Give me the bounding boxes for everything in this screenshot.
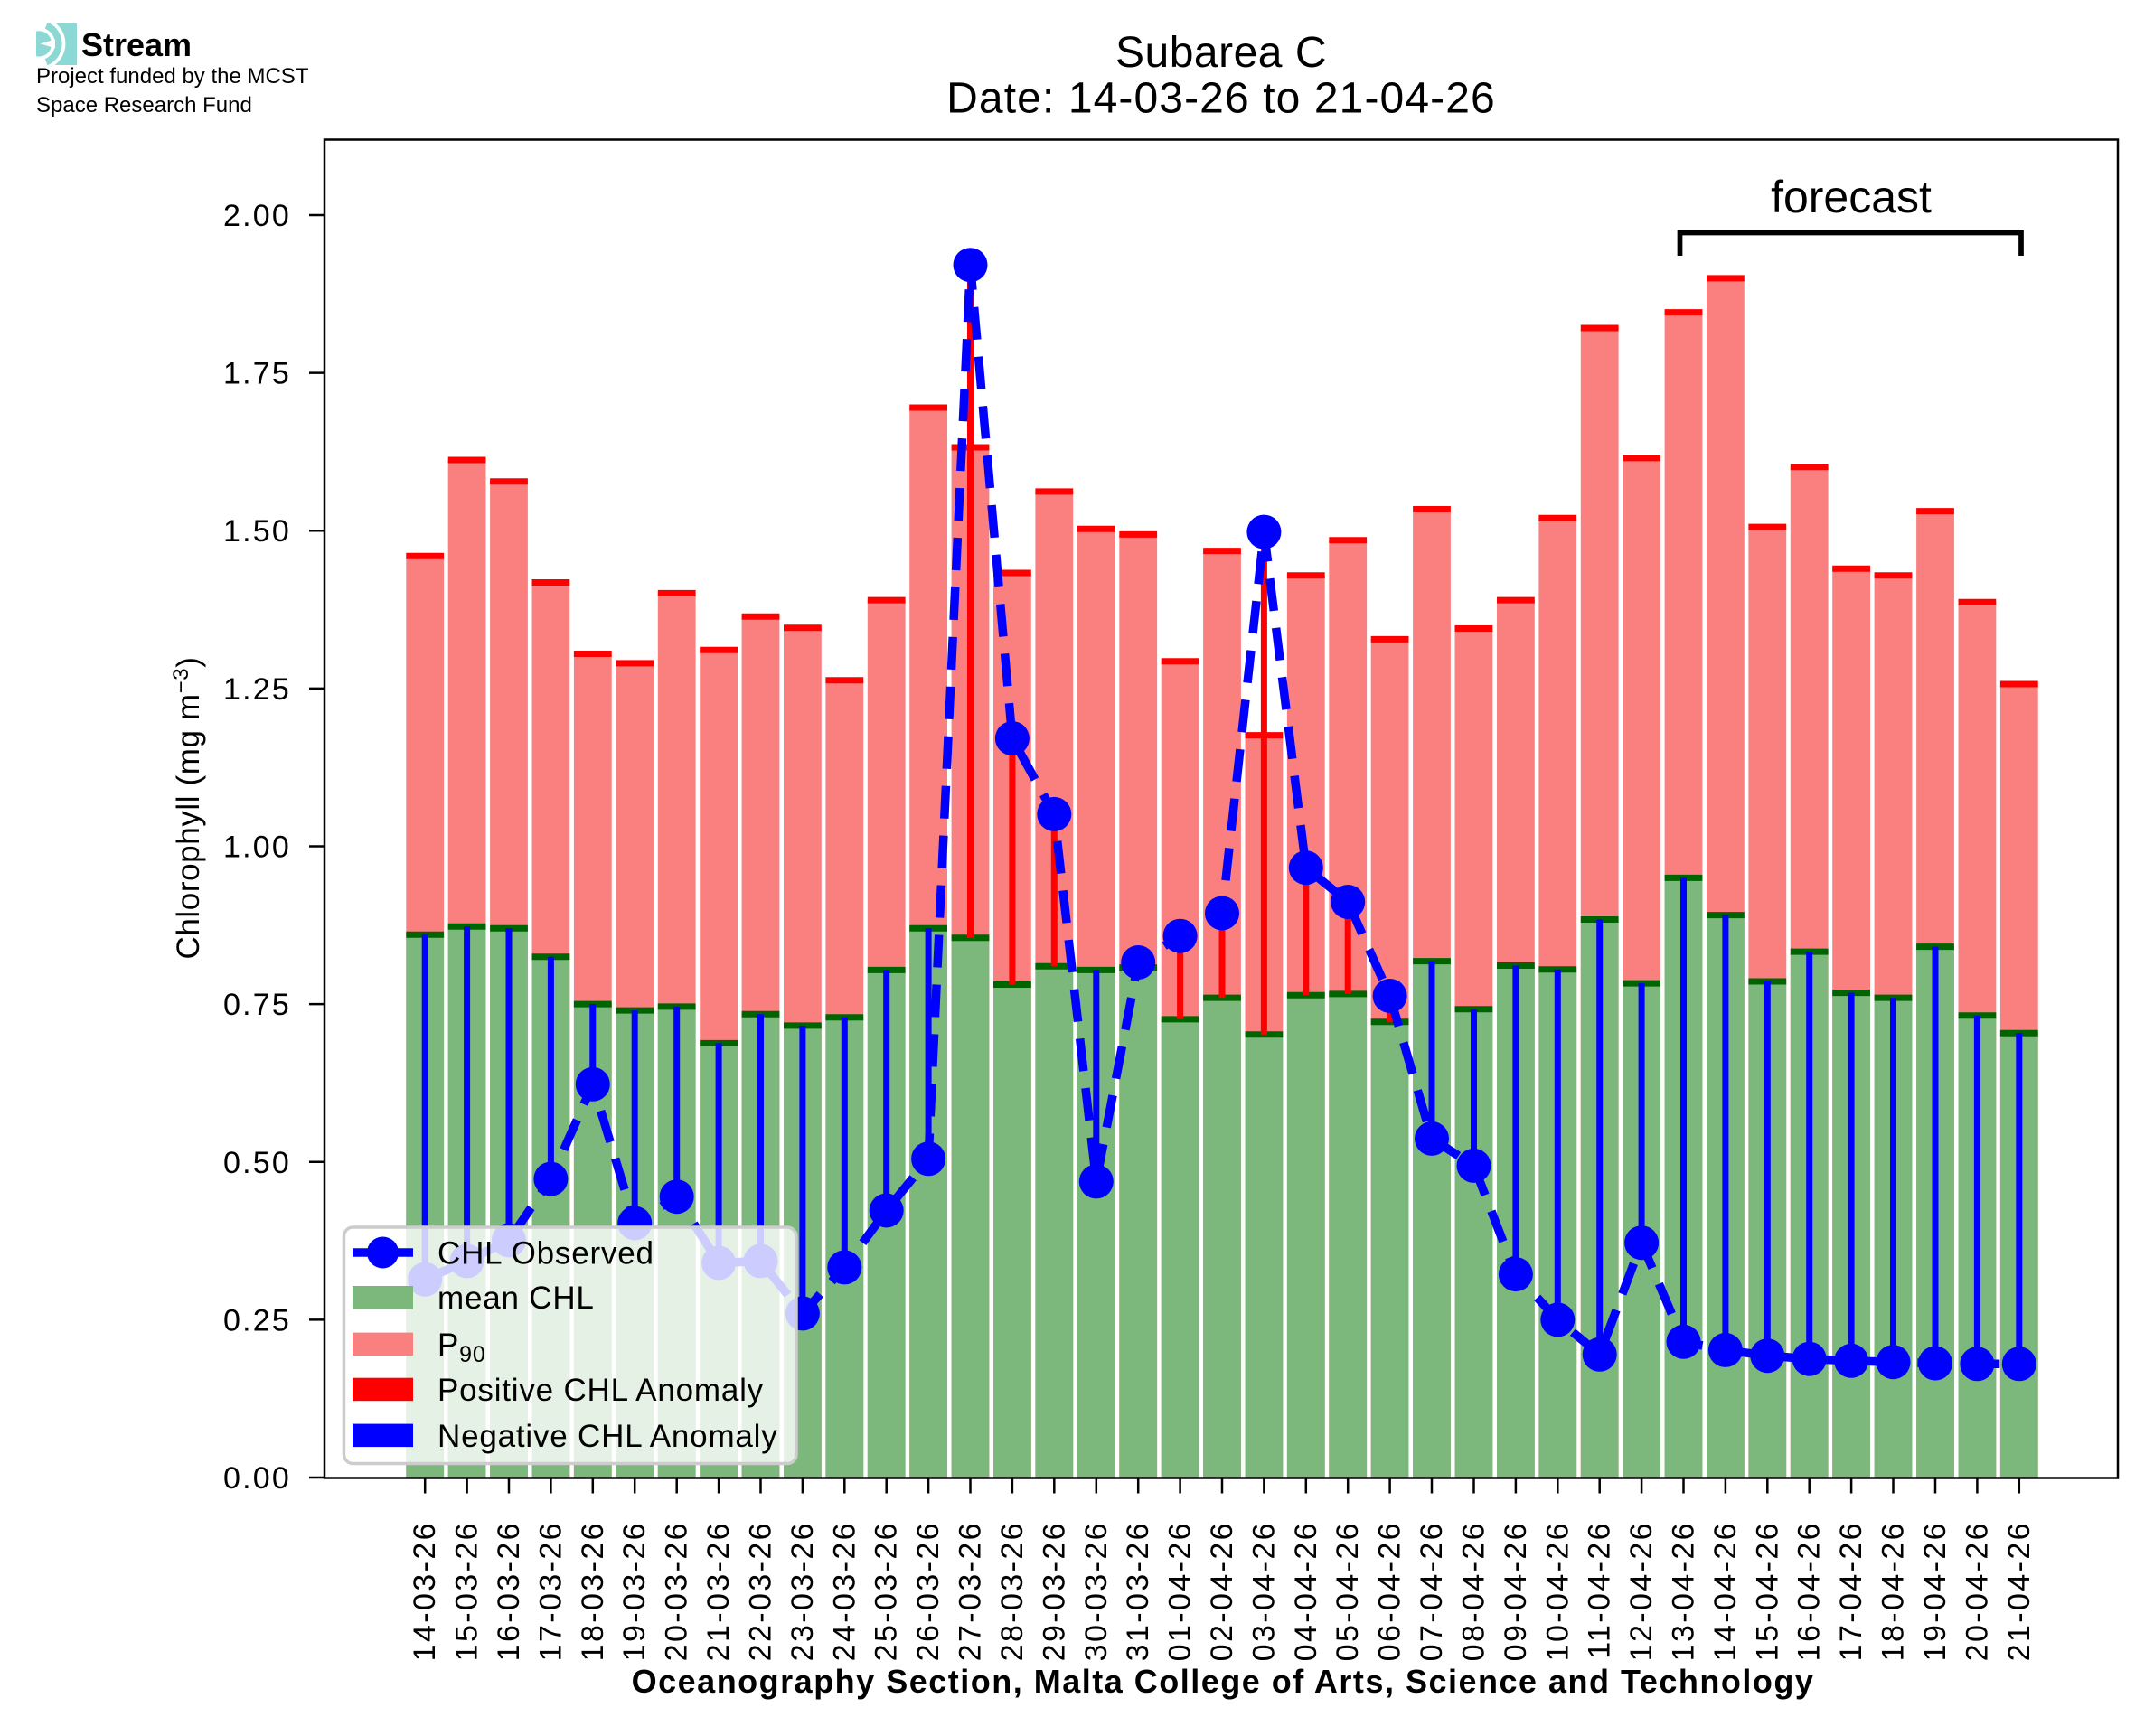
svg-text:15-04-26: 15-04-26 [1750, 1521, 1784, 1661]
svg-text:Space Research Fund: Space Research Fund [36, 93, 252, 117]
svg-text:Chlorophyll (mg m−3): Chlorophyll (mg m−3) [169, 656, 206, 959]
svg-text:0.75: 0.75 [223, 988, 291, 1022]
svg-text:22-03-26: 22-03-26 [744, 1521, 778, 1661]
svg-text:2.00: 2.00 [223, 199, 291, 233]
svg-text:27-03-26: 27-03-26 [954, 1521, 988, 1661]
svg-text:12-04-26: 12-04-26 [1624, 1521, 1659, 1661]
svg-text:Subarea C: Subarea C [1115, 29, 1327, 77]
svg-text:mean CHL: mean CHL [437, 1281, 595, 1316]
svg-text:13-04-26: 13-04-26 [1667, 1521, 1701, 1661]
svg-text:20-04-26: 20-04-26 [1960, 1521, 1994, 1661]
svg-text:05-04-26: 05-04-26 [1331, 1521, 1365, 1661]
svg-text:29-03-26: 29-03-26 [1037, 1521, 1071, 1661]
svg-text:1.50: 1.50 [223, 514, 291, 549]
svg-text:21-03-26: 21-03-26 [701, 1521, 736, 1661]
svg-text:06-04-26: 06-04-26 [1373, 1521, 1407, 1661]
svg-text:CHL Observed: CHL Observed [437, 1236, 654, 1272]
svg-text:Date: 14-03-26 to 21-04-26: Date: 14-03-26 to 21-04-26 [946, 75, 1496, 123]
svg-text:14-04-26: 14-04-26 [1708, 1521, 1743, 1661]
svg-text:23-03-26: 23-03-26 [785, 1521, 820, 1661]
svg-text:0.00: 0.00 [223, 1461, 291, 1496]
svg-text:forecast: forecast [1771, 172, 1932, 222]
svg-text:07-04-26: 07-04-26 [1415, 1521, 1449, 1661]
svg-text:09-04-26: 09-04-26 [1499, 1521, 1533, 1661]
svg-text:08-04-26: 08-04-26 [1457, 1521, 1491, 1661]
svg-text:Project funded by the MCST: Project funded by the MCST [36, 64, 309, 89]
svg-text:18-04-26: 18-04-26 [1877, 1521, 1911, 1661]
svg-text:15-03-26: 15-03-26 [450, 1521, 484, 1661]
svg-text:0.25: 0.25 [223, 1303, 291, 1337]
svg-text:24-03-26: 24-03-26 [827, 1521, 861, 1661]
svg-text:Oceanography Section, Malta Co: Oceanography Section, Malta College of A… [632, 1663, 1815, 1700]
svg-text:20-03-26: 20-03-26 [660, 1521, 694, 1661]
svg-text:28-03-26: 28-03-26 [995, 1521, 1030, 1661]
svg-text:16-04-26: 16-04-26 [1792, 1521, 1827, 1661]
svg-text:17-04-26: 17-04-26 [1834, 1521, 1868, 1661]
svg-text:21-04-26: 21-04-26 [2002, 1521, 2036, 1661]
svg-text:26-03-26: 26-03-26 [911, 1521, 945, 1661]
svg-text:0.50: 0.50 [223, 1146, 291, 1180]
svg-text:17-03-26: 17-03-26 [533, 1521, 568, 1661]
svg-text:11-04-26: 11-04-26 [1583, 1521, 1617, 1659]
svg-text:19-04-26: 19-04-26 [1918, 1521, 1952, 1661]
svg-text:30-03-26: 30-03-26 [1079, 1521, 1114, 1661]
svg-text:10-04-26: 10-04-26 [1540, 1521, 1575, 1661]
svg-text:31-03-26: 31-03-26 [1121, 1521, 1155, 1661]
svg-text:03-04-26: 03-04-26 [1246, 1521, 1281, 1661]
svg-text:1.00: 1.00 [223, 830, 291, 865]
svg-text:16-03-26: 16-03-26 [492, 1521, 526, 1661]
svg-text:18-03-26: 18-03-26 [576, 1521, 610, 1661]
svg-text:Stream: Stream [81, 26, 192, 63]
svg-text:25-03-26: 25-03-26 [870, 1521, 904, 1661]
svg-text:1.25: 1.25 [223, 672, 291, 707]
svg-text:02-04-26: 02-04-26 [1205, 1521, 1239, 1661]
svg-text:Negative CHL Anomaly: Negative CHL Anomaly [437, 1419, 778, 1454]
svg-text:19-03-26: 19-03-26 [617, 1521, 652, 1661]
svg-text:14-03-26: 14-03-26 [408, 1521, 442, 1661]
svg-text:Positive CHL Anomaly: Positive CHL Anomaly [437, 1373, 764, 1408]
svg-text:01-04-26: 01-04-26 [1163, 1521, 1198, 1661]
svg-text:1.75: 1.75 [223, 357, 291, 391]
svg-text:04-04-26: 04-04-26 [1289, 1521, 1323, 1661]
